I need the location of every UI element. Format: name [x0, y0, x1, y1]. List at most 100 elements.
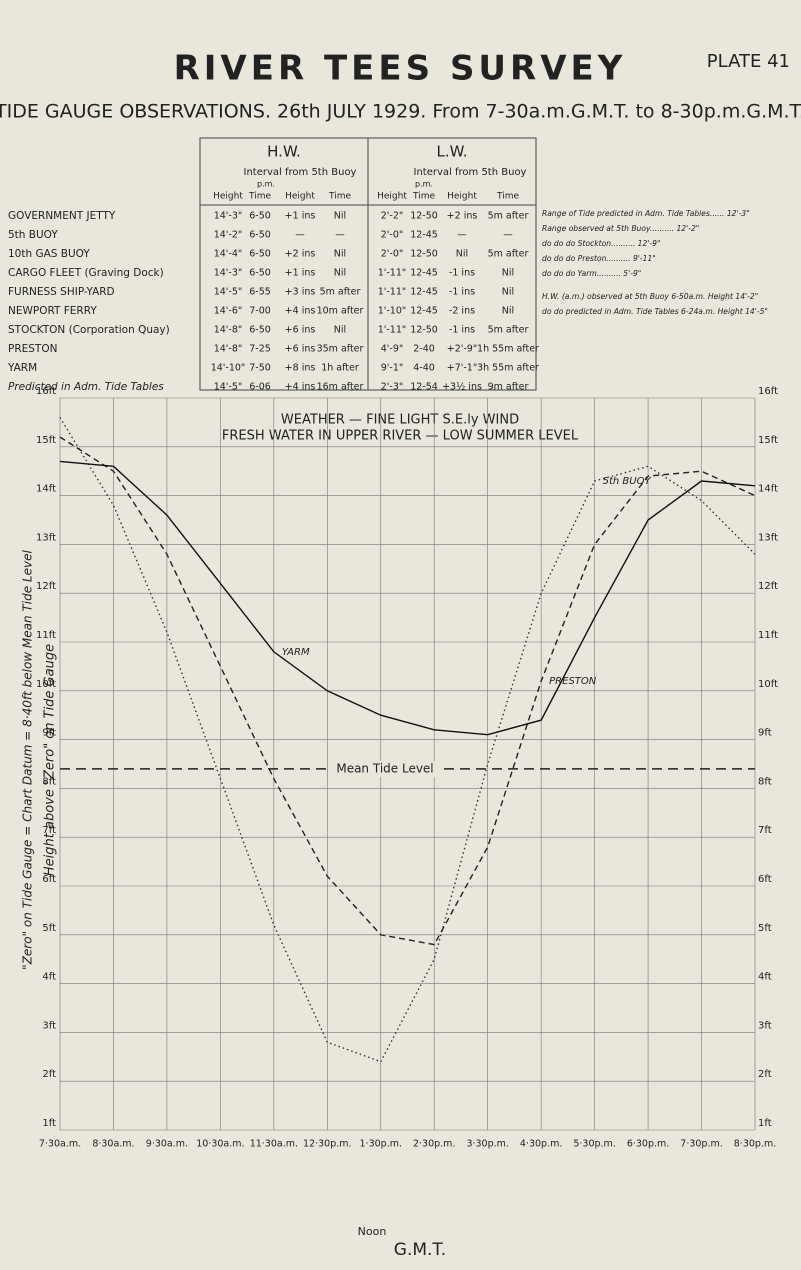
x-tick-label: 10·30a.m. [196, 1139, 244, 1150]
table-cell: 4'-9" [381, 344, 404, 355]
station-name: STOCKTON (Corporation Quay) [8, 324, 170, 336]
x-tick-label: 7·30p.m. [680, 1139, 722, 1150]
curve-label: PRESTON [549, 676, 597, 687]
title: RIVER TEES SURVEY [174, 49, 627, 89]
y-tick-label: 2ft [42, 1069, 56, 1080]
table-cell: 6-50 [249, 268, 271, 279]
table-cell: Nil [502, 306, 514, 317]
time-unit: p.m. [415, 180, 433, 189]
table-cell: Nil [334, 325, 346, 336]
column-header: Height [285, 192, 315, 202]
table-cell: 2'-2" [381, 211, 404, 222]
x-tick-label: 8·30p.m. [734, 1139, 776, 1150]
station-name: 10th GAS BUOY [8, 248, 90, 260]
x-tick-label: 11·30a.m. [250, 1139, 298, 1150]
table-cell: +3 ins [285, 287, 316, 298]
table-cell: 14'-3" [214, 211, 243, 222]
y-tick-label: 8ft [42, 776, 56, 787]
table-cell: 14'-10" [211, 363, 246, 374]
station-name: CARGO FLEET (Graving Dock) [8, 267, 164, 279]
table-cell: 12-45 [410, 268, 438, 279]
table-cell: Nil [334, 268, 346, 279]
table-cell: 16m after [317, 382, 364, 393]
table-cell: 9m after [488, 382, 529, 393]
column-header: Time [248, 192, 271, 202]
y-tick-label: 1ft [42, 1118, 56, 1129]
table-cell: Nil [502, 287, 514, 298]
x-tick-label: 3·30p.m. [466, 1139, 508, 1150]
x-tick-label: 9·30a.m. [146, 1139, 188, 1150]
y-tick-label: 14ft [758, 484, 778, 495]
y-tick-label: 5ft [758, 923, 772, 934]
y-tick-label: 12ft [758, 581, 778, 592]
interval-header: Interval from 5th Buoy [244, 167, 357, 178]
note: do do do Stockton.......... 12'-9" [542, 239, 660, 248]
y-tick-label: 8ft [758, 776, 772, 787]
lw-header: L.W. [436, 143, 467, 161]
table-cell: 2-40 [413, 344, 435, 355]
table-cell: +7'-1" [447, 363, 477, 374]
tide-curve [59, 417, 756, 1063]
table-cell: Nil [334, 249, 346, 260]
table-cell: -1 ins [449, 325, 475, 336]
y-tick-label: 15ft [36, 435, 56, 446]
station-name: YARM [7, 362, 37, 374]
station-name: PRESTON [8, 343, 57, 355]
table-cell: 2'-0" [381, 230, 404, 241]
table-cell: — [295, 230, 305, 241]
notes: Range of Tide predicted in Adm. Tide Tab… [542, 209, 768, 316]
table-cell: +8 ins [285, 363, 316, 374]
table-cell: 1'-11" [378, 268, 407, 279]
y-tick-label: 11ft [36, 630, 56, 641]
x-tick-label: 12·30p.m. [303, 1139, 352, 1150]
table-cell: 12-45 [410, 287, 438, 298]
table-cell: +1 ins [285, 268, 316, 279]
table-cell: 6-50 [249, 211, 271, 222]
table-cell: 14'-4" [214, 249, 243, 260]
y-tick-label: 10ft [36, 679, 56, 690]
table-cell: 12-50 [410, 211, 438, 222]
column-header: Time [328, 192, 351, 202]
station-name: GOVERNMENT JETTY [8, 210, 116, 222]
station-name: 5th BUOY [8, 229, 58, 241]
table-cell: 14'-8" [214, 344, 243, 355]
table-cell: Nil [502, 268, 514, 279]
table-cell: 14'-5" [214, 287, 243, 298]
table-cell: +2 ins [285, 249, 316, 260]
table-cell: +2 ins [447, 211, 478, 222]
table-cell: Nil [334, 211, 346, 222]
table-cell: — [335, 230, 345, 241]
station-name: NEWPORT FERRY [8, 305, 97, 317]
y-tick-label: 3ft [42, 1020, 56, 1031]
table-cell: 12-50 [410, 325, 438, 336]
column-header: Time [496, 192, 519, 202]
table-cell: 9'-1" [381, 363, 404, 374]
y-tick-label: 6ft [758, 874, 772, 885]
table-cell: +4 ins [285, 306, 316, 317]
table-cell: 2'-0" [381, 249, 404, 260]
note: H.W. (a.m.) observed at 5th Buoy 6-50a.m… [542, 292, 758, 301]
x-tick-label: 1·30p.m. [360, 1139, 402, 1150]
table-cell: 1'-11" [378, 287, 407, 298]
table-cell: 1'-11" [378, 325, 407, 336]
table-cell: 35m after [317, 344, 364, 355]
y-tick-label: 11ft [758, 630, 778, 641]
table-cell: 1h after [321, 363, 359, 374]
table-cell: -1 ins [449, 287, 475, 298]
table-cell: 6-50 [249, 230, 271, 241]
table-cell: 14'-3" [214, 268, 243, 279]
table-cell: 5m after [488, 211, 529, 222]
table-cell: 12-54 [410, 382, 438, 393]
table-cell: 4-40 [413, 363, 435, 374]
y-tick-label: 9ft [42, 728, 56, 739]
label-bg [330, 760, 440, 777]
station-name: FURNESS SHIP-YARD [8, 286, 115, 298]
x-axis-title: G.M.T. [394, 1240, 446, 1260]
table-cell: 3h 55m after [477, 363, 539, 374]
y-tick-label: 16ft [36, 386, 56, 397]
y-tick-label: 2ft [758, 1069, 772, 1080]
table-cell: -2 ins [449, 306, 475, 317]
y-tick-label: 13ft [758, 532, 778, 543]
